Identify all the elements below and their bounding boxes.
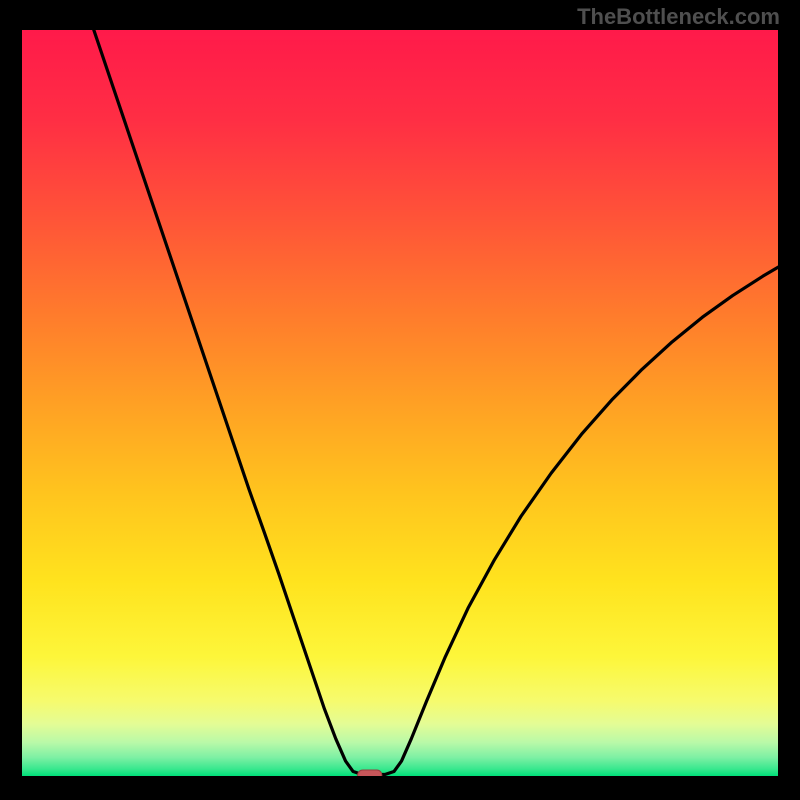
- chart-frame: TheBottleneck.com: [0, 0, 800, 800]
- watermark-text: TheBottleneck.com: [577, 4, 780, 30]
- plot-background: [22, 30, 778, 776]
- plot-area: [22, 30, 778, 776]
- optimal-point-marker: [358, 770, 382, 776]
- plot-svg: [22, 30, 778, 776]
